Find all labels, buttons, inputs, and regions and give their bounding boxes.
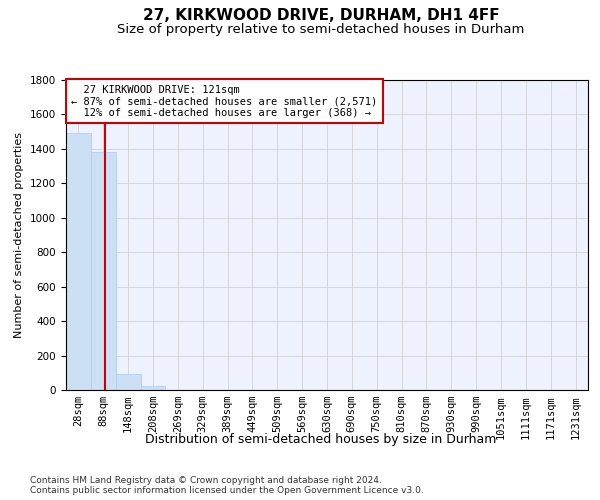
Text: 27 KIRKWOOD DRIVE: 121sqm
← 87% of semi-detached houses are smaller (2,571)
  12: 27 KIRKWOOD DRIVE: 121sqm ← 87% of semi-… — [71, 84, 377, 118]
Bar — [116, 374, 140, 390]
Bar — [91, 152, 116, 390]
Bar — [140, 386, 166, 390]
Text: Size of property relative to semi-detached houses in Durham: Size of property relative to semi-detach… — [118, 22, 524, 36]
Text: 27, KIRKWOOD DRIVE, DURHAM, DH1 4FF: 27, KIRKWOOD DRIVE, DURHAM, DH1 4FF — [143, 8, 499, 22]
Y-axis label: Number of semi-detached properties: Number of semi-detached properties — [14, 132, 25, 338]
Text: Distribution of semi-detached houses by size in Durham: Distribution of semi-detached houses by … — [145, 432, 497, 446]
Bar — [66, 134, 91, 390]
Text: Contains HM Land Registry data © Crown copyright and database right 2024.
Contai: Contains HM Land Registry data © Crown c… — [30, 476, 424, 495]
